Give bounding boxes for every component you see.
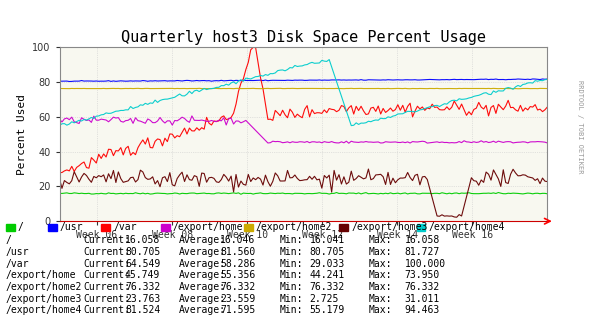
Text: 16.041: 16.041 <box>309 235 345 245</box>
Text: Average:: Average: <box>178 270 226 280</box>
Text: Current:: Current: <box>83 282 130 292</box>
Text: Current:: Current: <box>83 247 130 257</box>
Text: Max:: Max: <box>369 282 392 292</box>
Text: Max:: Max: <box>369 294 392 304</box>
Text: Average:: Average: <box>178 306 226 315</box>
Text: Current:: Current: <box>83 294 130 304</box>
Text: Max:: Max: <box>369 306 392 315</box>
Text: 45.749: 45.749 <box>125 270 160 280</box>
Text: 76.332: 76.332 <box>220 282 255 292</box>
Text: 29.033: 29.033 <box>309 259 345 269</box>
Text: Min:: Min: <box>280 247 303 257</box>
Text: 44.241: 44.241 <box>309 270 345 280</box>
Text: 73.950: 73.950 <box>405 270 440 280</box>
Text: /usr: /usr <box>60 222 83 232</box>
Text: /export/home2: /export/home2 <box>256 222 332 232</box>
Text: /var: /var <box>6 259 29 269</box>
Text: Min:: Min: <box>280 282 303 292</box>
Text: Average:: Average: <box>178 294 226 304</box>
Text: 31.011: 31.011 <box>405 294 440 304</box>
Text: 81.560: 81.560 <box>220 247 255 257</box>
Text: 55.356: 55.356 <box>220 270 255 280</box>
Title: Quarterly host3 Disk Space Percent Usage: Quarterly host3 Disk Space Percent Usage <box>121 30 486 45</box>
Text: /export/home: /export/home <box>173 222 243 232</box>
Text: Average:: Average: <box>178 259 226 269</box>
Text: /: / <box>6 235 12 245</box>
Text: 16.058: 16.058 <box>125 235 160 245</box>
Text: 76.332: 76.332 <box>309 282 345 292</box>
Text: 76.332: 76.332 <box>405 282 440 292</box>
Text: Current:: Current: <box>83 235 130 245</box>
Text: 81.727: 81.727 <box>405 247 440 257</box>
Text: Current:: Current: <box>83 306 130 315</box>
Text: Average:: Average: <box>178 235 226 245</box>
Text: 23.559: 23.559 <box>220 294 255 304</box>
Text: /var: /var <box>113 222 136 232</box>
Text: Current:: Current: <box>83 270 130 280</box>
Text: 16.058: 16.058 <box>405 235 440 245</box>
Text: /usr: /usr <box>6 247 29 257</box>
Text: 80.705: 80.705 <box>309 247 345 257</box>
Text: 100.000: 100.000 <box>405 259 446 269</box>
Text: Min:: Min: <box>280 306 303 315</box>
Text: /: / <box>18 222 24 232</box>
Text: 64.549: 64.549 <box>125 259 160 269</box>
Y-axis label: Percent Used: Percent Used <box>17 94 27 175</box>
Text: 58.286: 58.286 <box>220 259 255 269</box>
Text: Max:: Max: <box>369 270 392 280</box>
Text: /export/home4: /export/home4 <box>428 222 505 232</box>
Text: Current:: Current: <box>83 259 130 269</box>
Text: Max:: Max: <box>369 259 392 269</box>
Text: Max:: Max: <box>369 235 392 245</box>
Text: Average:: Average: <box>178 247 226 257</box>
Text: 2.725: 2.725 <box>309 294 339 304</box>
Text: /export/home3: /export/home3 <box>6 294 82 304</box>
Text: Min:: Min: <box>280 235 303 245</box>
Text: /export/home3: /export/home3 <box>351 222 427 232</box>
Text: Max:: Max: <box>369 247 392 257</box>
Text: 80.705: 80.705 <box>125 247 160 257</box>
Text: 23.763: 23.763 <box>125 294 160 304</box>
Text: /export/home4: /export/home4 <box>6 306 82 315</box>
Text: Min:: Min: <box>280 259 303 269</box>
Text: 71.595: 71.595 <box>220 306 255 315</box>
Text: 16.046: 16.046 <box>220 235 255 245</box>
Text: RRDTOOL / TOBI OETIKER: RRDTOOL / TOBI OETIKER <box>577 80 583 173</box>
Text: /export/home: /export/home <box>6 270 76 280</box>
Text: 55.179: 55.179 <box>309 306 345 315</box>
Text: Min:: Min: <box>280 270 303 280</box>
Text: 81.524: 81.524 <box>125 306 160 315</box>
Text: 76.332: 76.332 <box>125 282 160 292</box>
Text: Min:: Min: <box>280 294 303 304</box>
Text: Average:: Average: <box>178 282 226 292</box>
Text: 94.463: 94.463 <box>405 306 440 315</box>
Text: /export/home2: /export/home2 <box>6 282 82 292</box>
